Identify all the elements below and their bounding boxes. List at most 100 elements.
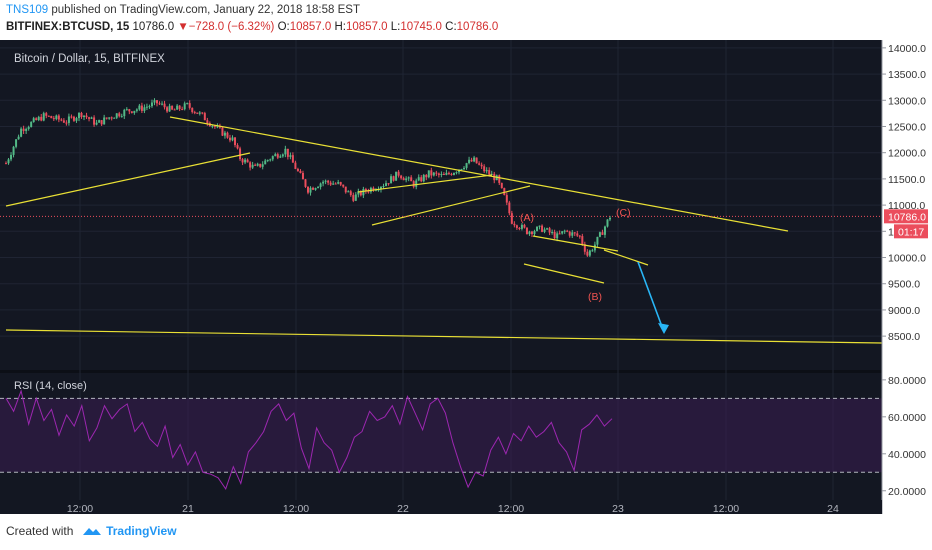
candle-body bbox=[65, 122, 68, 124]
candle-body bbox=[145, 106, 148, 108]
candle-body bbox=[123, 109, 126, 117]
candle-body bbox=[17, 136, 20, 140]
candle-body bbox=[324, 180, 327, 182]
candle-body bbox=[317, 186, 320, 189]
candle-body bbox=[75, 118, 78, 121]
candle-body bbox=[264, 160, 267, 165]
candle-body bbox=[218, 126, 221, 128]
candle-body bbox=[118, 113, 121, 117]
y-tick-label: 11500.0 bbox=[888, 174, 925, 186]
candle-body bbox=[161, 103, 164, 105]
candle-body bbox=[105, 117, 108, 119]
x-tick-label: 22 bbox=[397, 503, 409, 515]
candle-body bbox=[405, 178, 408, 181]
candle-body bbox=[93, 117, 96, 125]
candle-body bbox=[57, 115, 60, 120]
projection-arrow-shaft bbox=[637, 261, 665, 333]
wave-label: (A) bbox=[520, 212, 534, 224]
candle-body bbox=[354, 194, 357, 201]
candle-body bbox=[60, 119, 63, 121]
candle-body bbox=[392, 176, 395, 181]
candle-body bbox=[505, 195, 508, 203]
candle-body bbox=[342, 184, 345, 187]
ohlc-header: BITFINEX:BTCUSD, 15 10786.0 ▼−728.0 (−6.… bbox=[6, 21, 498, 33]
candle-body bbox=[387, 183, 390, 185]
candle-body bbox=[279, 156, 282, 158]
y-tick-label: 13000.0 bbox=[888, 95, 926, 107]
time-axis-background bbox=[0, 500, 882, 514]
candle-body bbox=[22, 128, 25, 131]
candle-body bbox=[372, 187, 375, 191]
candle-body bbox=[148, 106, 151, 108]
candle-body bbox=[379, 186, 382, 190]
candle-body bbox=[251, 164, 254, 168]
candle-body bbox=[133, 110, 136, 113]
candle-body bbox=[314, 188, 317, 190]
candle-body bbox=[483, 166, 486, 172]
x-tick-label: 21 bbox=[182, 503, 194, 515]
candle-body bbox=[128, 109, 131, 112]
candle-body bbox=[402, 178, 405, 181]
candle-body bbox=[138, 105, 141, 110]
candle-body bbox=[440, 174, 443, 176]
candle-body bbox=[15, 139, 18, 147]
candle-body bbox=[234, 137, 237, 146]
y-tick-label: 8500.0 bbox=[888, 331, 920, 343]
tradingview-brand[interactable]: TradingView bbox=[106, 524, 177, 538]
candle-body bbox=[201, 112, 204, 114]
trendline-support bbox=[5, 329, 883, 344]
flag-upper-line bbox=[357, 174, 493, 193]
candle-body bbox=[465, 163, 468, 168]
candle-body bbox=[221, 127, 224, 136]
candle-body bbox=[27, 127, 30, 129]
candle-body bbox=[349, 191, 352, 196]
candle-body bbox=[163, 103, 166, 108]
candle-body bbox=[377, 189, 380, 191]
author-link[interactable]: TNS109 bbox=[6, 4, 49, 16]
candle-body bbox=[261, 164, 264, 167]
candle-body bbox=[510, 213, 513, 224]
candle-body bbox=[525, 227, 528, 235]
y-tick-label: 12000.0 bbox=[888, 148, 926, 160]
projection-arrow-head bbox=[658, 323, 669, 334]
candle-body bbox=[241, 159, 244, 163]
candle-body bbox=[515, 225, 518, 228]
candle-body bbox=[276, 154, 279, 158]
candle-body bbox=[299, 170, 302, 173]
candle-body bbox=[319, 183, 322, 187]
candle-body bbox=[191, 107, 194, 113]
candle-body bbox=[156, 100, 158, 104]
candle-body bbox=[357, 191, 360, 195]
candle-body bbox=[488, 170, 491, 175]
candle-body bbox=[437, 173, 440, 175]
low-value: 10745.0 bbox=[400, 21, 442, 33]
candle-body bbox=[513, 223, 516, 226]
candle-body bbox=[231, 137, 234, 141]
candle-body bbox=[591, 250, 594, 252]
candle-body bbox=[35, 118, 38, 121]
candle-body bbox=[158, 103, 161, 105]
candle-body bbox=[407, 177, 410, 179]
countdown-tag-label: 01:17 bbox=[898, 226, 924, 238]
wave-label: (B) bbox=[588, 291, 602, 303]
candle-body bbox=[77, 112, 80, 119]
candle-body bbox=[166, 107, 169, 112]
candle-body bbox=[528, 231, 531, 235]
candle-body bbox=[301, 172, 304, 180]
candle-body bbox=[490, 173, 493, 175]
candle-body bbox=[520, 224, 523, 229]
candle-body bbox=[226, 132, 229, 138]
candle-body bbox=[503, 188, 506, 196]
low-label: L: bbox=[390, 21, 401, 33]
candle-body bbox=[32, 118, 35, 123]
x-tick-label: 12:00 bbox=[713, 503, 739, 515]
candle-body bbox=[183, 103, 186, 110]
candle-body bbox=[475, 157, 478, 164]
candle-body bbox=[397, 171, 400, 176]
chart-area[interactable]: RSI (14, close) (A) (B) (C) 14000.0 13500.0… bbox=[0, 40, 932, 520]
candle-body bbox=[541, 225, 544, 232]
last-price-tag bbox=[884, 209, 928, 224]
candle-body bbox=[473, 157, 476, 162]
candle-body bbox=[113, 117, 116, 119]
tradingview-logo-icon bbox=[82, 525, 101, 535]
